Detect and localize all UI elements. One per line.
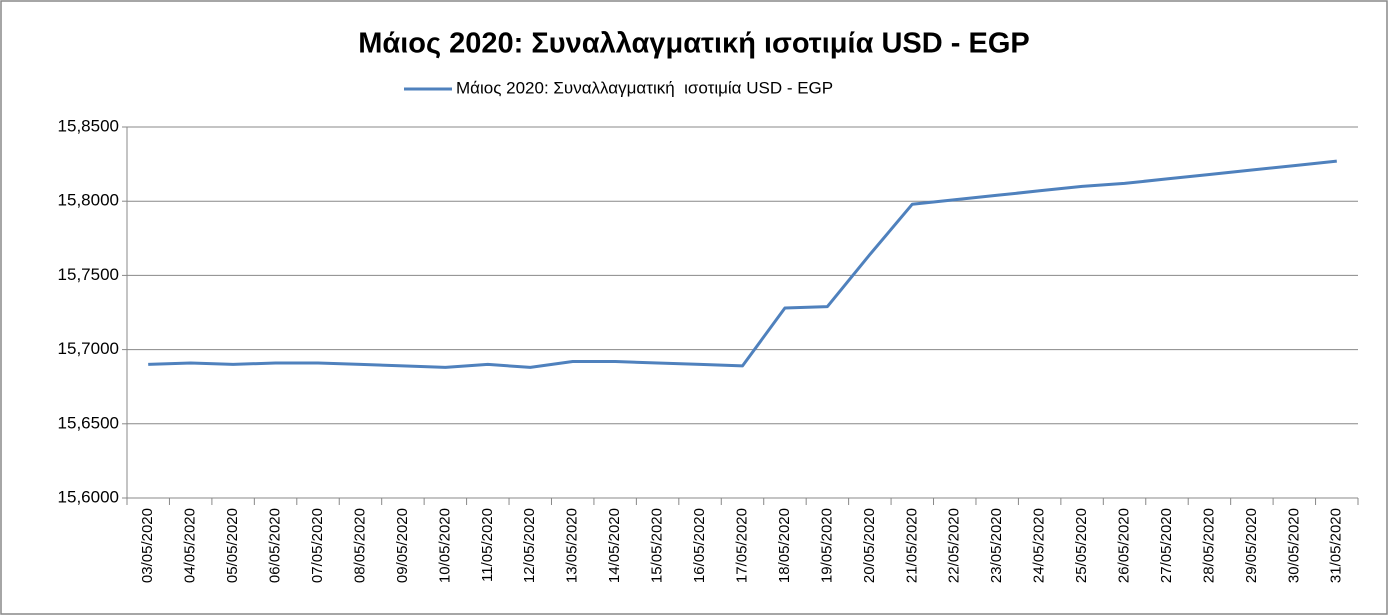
x-tick-label: 17/05/2020 xyxy=(733,508,750,583)
legend-label: Μάιος 2020: Συναλλαγματική ισοτιμία USD … xyxy=(456,78,833,97)
x-tick-label: 15/05/2020 xyxy=(649,508,666,583)
x-tick-label: 04/05/2020 xyxy=(182,508,199,583)
x-tick-label: 06/05/2020 xyxy=(267,508,284,583)
x-tick-label: 20/05/2020 xyxy=(861,508,878,583)
x-tick-label: 29/05/2020 xyxy=(1243,508,1260,583)
x-tick-label: 11/05/2020 xyxy=(479,508,496,582)
y-tick-label: 15,6500 xyxy=(58,413,119,432)
x-tick-label: 18/05/2020 xyxy=(776,508,793,583)
x-tick-label: 30/05/2020 xyxy=(1285,508,1302,583)
x-tick-label: 13/05/2020 xyxy=(564,508,581,583)
x-tick-label: 05/05/2020 xyxy=(224,508,241,583)
x-tick-label: 19/05/2020 xyxy=(818,508,835,583)
x-tick-label: 26/05/2020 xyxy=(1116,508,1133,583)
y-tick-label: 15,7000 xyxy=(58,339,119,358)
data-line xyxy=(148,159,1337,369)
x-tick-label: 21/05/2020 xyxy=(903,508,920,583)
x-tick-label: 14/05/2020 xyxy=(606,508,623,583)
x-tick-label: 10/05/2020 xyxy=(436,508,453,583)
x-tick-label: 07/05/2020 xyxy=(309,508,326,583)
x-tick-label: 08/05/2020 xyxy=(351,508,368,583)
y-tick-label: 15,8000 xyxy=(58,191,119,210)
x-tick-label: 12/05/2020 xyxy=(521,508,538,583)
x-tick-label: 24/05/2020 xyxy=(1031,508,1048,583)
x-tick-label: 03/05/2020 xyxy=(139,508,156,583)
x-tick-label: 09/05/2020 xyxy=(394,508,411,583)
x-tick-label: 25/05/2020 xyxy=(1073,508,1090,583)
x-tick-label: 31/05/2020 xyxy=(1328,508,1345,583)
x-tick-label: 23/05/2020 xyxy=(988,508,1005,583)
chart-title: Μάιος 2020: Συναλλαγματική ισοτιμία USD … xyxy=(358,28,1029,60)
y-tick-label: 15,8500 xyxy=(58,116,119,135)
x-tick-label: 22/05/2020 xyxy=(946,508,963,583)
y-tick-label: 15,6000 xyxy=(58,487,119,506)
x-tick-label: 27/05/2020 xyxy=(1158,508,1175,583)
y-tick-label: 15,7500 xyxy=(58,265,119,284)
x-tick-label: 16/05/2020 xyxy=(691,508,708,583)
x-tick-label: 28/05/2020 xyxy=(1200,508,1217,583)
